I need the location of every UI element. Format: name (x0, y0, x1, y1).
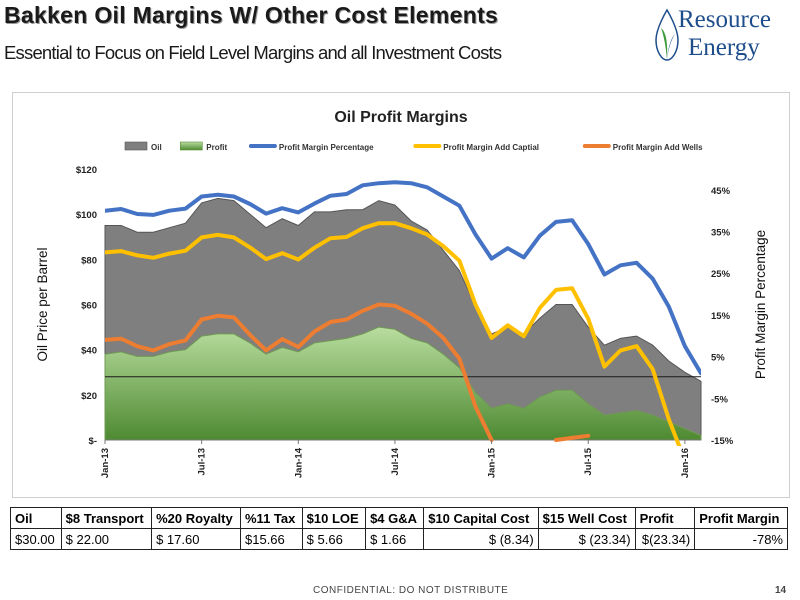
confidential-notice: CONFIDENTIAL: DO NOT DISTRIBUTE (313, 585, 509, 596)
legend-swatch (124, 141, 148, 151)
cost-breakdown-table: Oil $8 Transport %20 Royalty %11 Tax $10 LOE… (10, 507, 788, 550)
legend-label: Profit Margin Add Wells (613, 143, 703, 152)
chart-title: Oil Profit Margins (334, 109, 467, 126)
series-line (105, 180, 701, 376)
chart-panel: Oil Profit Margins Oil Profit Profit Margin… (12, 92, 790, 498)
table-cell: $ (23.34) (537, 528, 636, 550)
legend-label: Profit (206, 143, 227, 152)
table-cell: $ 22.00 (60, 528, 153, 550)
table-cell: $ 1.66 (365, 528, 425, 550)
table-row: $30.00 $ 22.00 $ 17.60 $15.66 $ 5.66 $ 1.66 $ … (10, 528, 788, 550)
logo-text-resource: Resource (678, 6, 772, 33)
y-tick-label: $100 (76, 210, 97, 221)
y2-tick-label: 45% (711, 186, 731, 197)
table-cell: $ 5.66 (301, 528, 367, 550)
y-tick-label: $20 (81, 391, 97, 402)
table-header-cell: $10 Capital Cost (423, 507, 539, 529)
page-number: 14 (775, 585, 787, 596)
legend-label: Profit Margin Percentage (279, 143, 374, 152)
y2-axis-label: Profit Margin Percentage (753, 230, 768, 379)
slide-title: Bakken Oil Margins W/ Other Cost Element… (4, 2, 499, 28)
y-tick-label: $- (89, 436, 97, 447)
x-tick-label: Jan-15 (487, 447, 498, 478)
y2-tick-label: 35% (711, 228, 731, 239)
slide-subtitle: Essential to Focus on Field Level Margin… (4, 42, 502, 63)
table-cell: -78% (694, 528, 788, 550)
table-cell: $ 17.60 (151, 528, 241, 550)
logo-text-energy: Energy (688, 34, 760, 61)
x-tick-label: Jan-16 (680, 448, 691, 478)
x-tick-label: Jan-14 (293, 447, 304, 478)
x-tick-label: Jul-15 (583, 447, 594, 475)
series-line (105, 221, 682, 446)
y-tick-label: $60 (81, 301, 97, 312)
y2-tick-label: -5% (711, 394, 728, 405)
table-cell: $(23.34) (634, 528, 696, 550)
legend-label: Oil (151, 143, 162, 152)
x-tick-label: Jul-13 (197, 448, 208, 475)
table-cell: $ (8.34) (423, 528, 539, 550)
oil-profit-margin-chart: Oil Profit Margins Oil Profit Profit Margin… (35, 109, 768, 478)
y-axis-label: Oil Price per Barrel (35, 247, 50, 361)
series-line (105, 302, 494, 442)
profit-area (104, 326, 702, 441)
leaf-drop-icon (655, 8, 679, 61)
y2-tick-label: 25% (711, 269, 731, 280)
table-header-cell: %11 Tax (240, 507, 303, 529)
table-header-row: Oil $8 Transport %20 Royalty %11 Tax $10 LOE… (10, 507, 788, 529)
table-header-cell: %20 Royalty (151, 507, 241, 529)
table-header-cell: Profit Margin (694, 507, 788, 529)
legend-swatch (180, 141, 203, 151)
table-cell: $15.66 (240, 528, 303, 550)
table-header-cell: Oil (10, 507, 62, 529)
table-header-cell: $8 Transport (60, 507, 153, 529)
table-header-cell: $15 Well Cost (537, 507, 636, 529)
y-tick-label: $40 (81, 346, 97, 357)
y-tick-label: $120 (76, 165, 97, 176)
y-tick-label: $80 (81, 255, 97, 266)
y2-tick-label: -15% (711, 436, 734, 447)
legend-label: Profit Margin Add Captial (443, 143, 539, 152)
x-tick-label: Jul-14 (390, 447, 401, 475)
table-header-cell: $10 LOE (301, 507, 367, 529)
x-tick-label: Jan-13 (100, 448, 111, 478)
table-header-cell: Profit (634, 507, 696, 529)
series-line (554, 433, 591, 442)
table-header-cell: $4 G&A (365, 507, 425, 529)
company-logo: Resource Energy (652, 6, 798, 68)
table-cell: $30.00 (10, 528, 62, 550)
y2-tick-label: 15% (711, 311, 731, 322)
y2-tick-label: 5% (711, 353, 725, 364)
